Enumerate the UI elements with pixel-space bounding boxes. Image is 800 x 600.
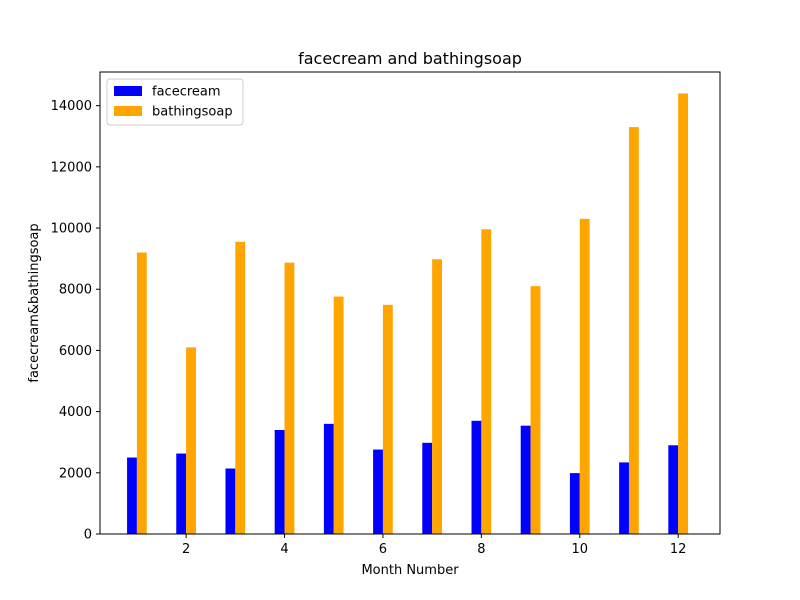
legend-swatch-facecream <box>114 86 142 96</box>
axes-layer: 2 4 6 8 10 12 0 2000 4000 6000 8000 10000 12000 14000 <box>51 71 721 557</box>
y-tick-label: 14000 <box>51 99 92 114</box>
bar-facecream-10 <box>569 473 580 534</box>
x-axis-label: Month Number <box>361 563 459 578</box>
x-tick-label: 8 <box>477 542 485 557</box>
bar-bathingsoap-5 <box>333 296 344 534</box>
y-tick-label: 0 <box>84 528 92 543</box>
x-tick-label: 6 <box>379 542 387 557</box>
bar-facecream-12 <box>668 445 679 534</box>
bar-bathingsoap-12 <box>678 93 689 535</box>
y-axis-label: facecream&bathingsoap <box>27 223 42 382</box>
bar-facecream-11 <box>619 462 629 534</box>
bar-facecream-7 <box>422 442 433 534</box>
bar-facecream-9 <box>520 425 531 534</box>
bar-bathingsoap-2 <box>186 347 196 534</box>
bar-facecream-3 <box>225 468 236 534</box>
chart-title: facecream and bathingsoap <box>298 49 522 68</box>
bar-bathingsoap-1 <box>136 252 147 534</box>
legend: facecream bathingsoap <box>106 78 244 126</box>
x-tick-label: 12 <box>670 542 687 557</box>
bar-bathingsoap-8 <box>481 229 492 534</box>
y-tick-label: 4000 <box>59 405 92 420</box>
bars-layer <box>127 93 689 535</box>
legend-label-bathingsoap: bathingsoap <box>152 105 233 120</box>
bar-facecream-5 <box>323 423 334 534</box>
bar-bathingsoap-6 <box>382 304 393 534</box>
bar-facecream-6 <box>373 449 383 534</box>
bar-bathingsoap-3 <box>235 241 246 534</box>
y-tick-label: 10000 <box>51 222 92 237</box>
bar-bathingsoap-9 <box>530 286 541 534</box>
bar-facecream-4 <box>274 429 285 534</box>
y-tick-label: 2000 <box>59 466 92 481</box>
x-tick-label: 10 <box>571 542 588 557</box>
bar-bathingsoap-7 <box>432 259 442 534</box>
bar-bathingsoap-10 <box>579 218 590 535</box>
bar-bathingsoap-11 <box>628 127 639 534</box>
y-tick-label: 12000 <box>51 160 92 175</box>
bar-facecream-1 <box>127 457 137 534</box>
legend-label-facecream: facecream <box>152 85 221 100</box>
y-tick-label: 6000 <box>59 344 92 359</box>
y-tick-label: 8000 <box>59 283 92 298</box>
bar-bathingsoap-4 <box>284 262 295 534</box>
bar-facecream-2 <box>176 453 187 534</box>
x-tick-label: 4 <box>280 542 288 557</box>
x-tick-label: 2 <box>182 542 190 557</box>
plot-frame <box>99 71 721 535</box>
bar-facecream-8 <box>471 420 482 534</box>
legend-swatch-bathingsoap <box>114 106 142 116</box>
